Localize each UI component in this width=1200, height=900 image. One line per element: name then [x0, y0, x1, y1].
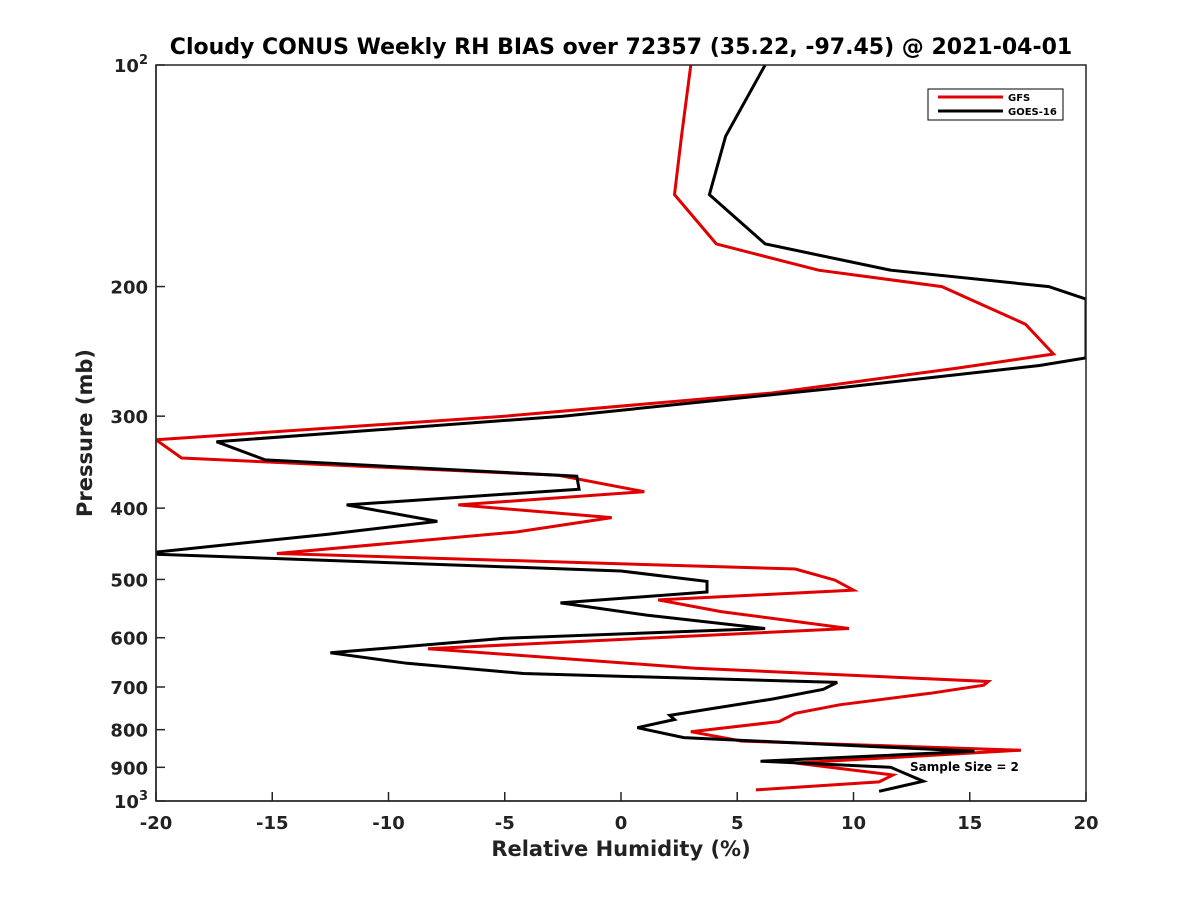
chart-title: Cloudy CONUS Weekly RH BIAS over 72357 (…: [170, 35, 1072, 60]
y-tick-label: 600: [110, 629, 148, 650]
sample-size-annotation: Sample Size = 2: [910, 760, 1019, 774]
x-tick-label: -5: [495, 813, 515, 834]
series-layer: [156, 65, 1086, 793]
y-tick-label: 400: [110, 499, 148, 520]
y-tick-label: 900: [110, 758, 148, 779]
y-tick-label: 300: [110, 407, 148, 428]
x-tick-label: -10: [372, 813, 405, 834]
series-line-gfs: [156, 65, 1057, 792]
x-tick-label: 5: [731, 813, 744, 834]
x-tick-label: -15: [256, 813, 289, 834]
y-ticks: 102 200 300 400 500 600 700 800 900 103: [110, 53, 165, 813]
x-tick-label: 10: [841, 813, 866, 834]
x-tick-label: 20: [1073, 813, 1098, 834]
x-ticks: -20 -15 -10 -5 0 5 10 15 20: [140, 792, 1099, 834]
legend-label-gfs: GFS: [1008, 93, 1030, 104]
y-tick-label: 103: [114, 789, 148, 813]
y-tick-label: 200: [110, 278, 148, 299]
legend: GFS GOES-16: [927, 88, 1064, 121]
legend-label-goes16: GOES-16: [1008, 107, 1057, 118]
y-axis-label: Pressure (mb): [73, 349, 97, 517]
x-tick-label: 15: [957, 813, 982, 834]
y-tick-label: 102: [114, 53, 148, 77]
x-tick-label: 0: [615, 813, 628, 834]
series-line-goes16: [156, 65, 1086, 793]
x-tick-label: -20: [140, 813, 173, 834]
y-tick-label: 800: [110, 721, 148, 742]
legend-box: [927, 88, 1064, 121]
x-axis-label: Relative Humidity (%): [491, 837, 750, 861]
y-tick-label: 700: [110, 678, 148, 699]
y-tick-label: 500: [110, 570, 148, 591]
